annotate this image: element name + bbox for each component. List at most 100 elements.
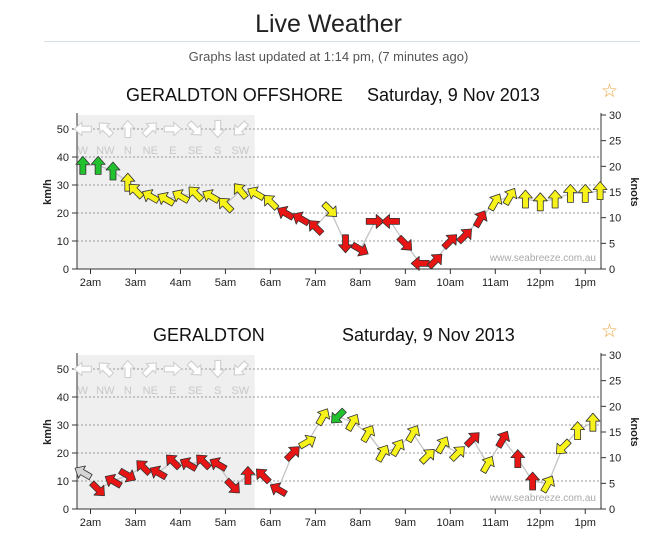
x-tick-label: 3am — [125, 517, 146, 529]
x-tick-label: 6am — [260, 277, 281, 289]
compass-label: N — [124, 385, 132, 397]
station-name[interactable]: GERALDTON OFFSHORE — [126, 85, 343, 105]
y-tick-label: 50 — [57, 124, 69, 136]
x-tick-label: 9am — [395, 517, 416, 529]
wind-arrow-icon — [463, 432, 480, 448]
wind-arrow-icon — [360, 425, 375, 444]
x-tick-label: 9am — [395, 277, 416, 289]
wind-arrow-icon — [510, 449, 526, 468]
compass-arrow-icon — [73, 121, 92, 137]
y-tick-label: 10 — [57, 476, 69, 488]
station-date: Saturday, 9 Nov 2013 — [367, 85, 540, 105]
wind-arrow-icon — [563, 184, 578, 203]
y2-tick-label: 0 — [609, 504, 615, 516]
wind-arrow-icon — [196, 454, 212, 471]
x-tick-label: 7am — [305, 277, 326, 289]
y2-tick-label: 30 — [609, 110, 621, 122]
wind-arrow-icon — [556, 438, 572, 455]
y2-tick-label: 0 — [609, 264, 615, 276]
wind-arrow-icon — [157, 192, 176, 207]
wind-arrow-icon — [331, 407, 347, 424]
compass-arrow-icon — [141, 362, 157, 378]
wind-arrow-icon — [390, 439, 405, 458]
compass-label: E — [169, 385, 176, 397]
wind-arrow-icon — [255, 468, 272, 485]
wind-arrow-icon — [298, 434, 316, 450]
wind-arrow-icon — [277, 206, 295, 221]
wind-chart: 0 10 20 30 40 50 0 5 10 15 20 25 30 2am 3am 4am 5am 6am 7a… — [42, 350, 640, 529]
wind-chart: 0 10 20 30 40 50 0 5 10 15 20 25 30 2am 3am 4am 5am 6am 7a… — [42, 110, 640, 289]
wind-arrow-icon — [172, 189, 191, 204]
wind-arrow-icon — [375, 444, 390, 463]
wind-arrow-icon — [345, 414, 360, 432]
wind-arrow-icon — [218, 197, 235, 214]
credit-label: www.seabreeze.com.au — [489, 253, 596, 264]
wind-arrow-icon — [118, 467, 137, 483]
y2-tick-label: 10 — [609, 453, 621, 465]
wind-arrow-icon — [547, 189, 563, 209]
wind-arrow-icon — [74, 465, 93, 481]
wind-arrow-icon — [577, 184, 593, 203]
compass-label: SE — [188, 145, 203, 157]
x-tick-label: 7am — [305, 517, 326, 529]
wind-arrow-icon — [90, 156, 106, 175]
compass-label: SW — [231, 385, 249, 397]
compass-label: SE — [188, 385, 203, 397]
star-icon[interactable]: ☆ — [601, 321, 619, 342]
y-tick-label: 40 — [57, 392, 69, 404]
wind-arrow-icon — [410, 255, 430, 271]
wind-arrow-icon — [166, 454, 182, 471]
wind-arrow-icon — [269, 482, 288, 497]
station-date: Saturday, 9 Nov 2013 — [342, 325, 515, 345]
x-tick-label: 11am — [482, 517, 509, 529]
wind-arrow-icon — [480, 456, 495, 474]
x-tick-label: 5am — [215, 277, 236, 289]
wind-arrow-icon — [495, 430, 510, 449]
wind-arrow-icon — [233, 183, 249, 200]
x-tick-label: 6am — [260, 517, 281, 529]
compass-arrow-icon — [209, 119, 226, 139]
y-tick-label: 20 — [57, 448, 69, 460]
y-axis-title: km/h — [42, 179, 54, 205]
wind-arrow-icon — [350, 241, 369, 257]
wind-arrow-icon — [338, 234, 353, 254]
wind-arrow-icon — [104, 474, 123, 489]
compass-label: SW — [231, 145, 249, 157]
wind-arrow-icon — [570, 421, 586, 440]
compass-label: W — [78, 145, 89, 157]
wind-arrow-icon — [105, 161, 121, 181]
star-icon[interactable]: ☆ — [601, 81, 619, 102]
y2-tick-label: 15 — [609, 427, 621, 439]
wind-arrow-icon — [247, 186, 266, 201]
wind-arrow-icon — [405, 425, 420, 444]
compass-arrow-icon — [73, 361, 92, 377]
compass-label: NE — [143, 385, 158, 397]
compass-arrow-icon — [163, 361, 183, 377]
compass-arrow-icon — [163, 121, 183, 137]
y2-tick-label: 25 — [609, 376, 621, 388]
wind-arrow-icon — [89, 480, 105, 497]
compass-arrow-icon — [233, 360, 250, 376]
wind-arrow-icon — [149, 465, 168, 481]
y-tick-label: 0 — [63, 504, 69, 516]
wind-arrow-icon — [585, 412, 601, 432]
y2-tick-label: 15 — [609, 187, 621, 199]
station-name[interactable]: GERALDTON — [153, 325, 265, 345]
wind-arrow-icon — [365, 214, 385, 229]
wind-arrow-icon — [518, 189, 533, 209]
x-tick-label: 3am — [125, 277, 146, 289]
wind-arrow-icon — [396, 234, 413, 251]
compass-label: NE — [143, 145, 158, 157]
night-shading — [77, 115, 255, 269]
wind-arrow-icon — [381, 214, 400, 229]
compass-arrow-icon — [98, 362, 115, 378]
wind-arrow-icon — [426, 253, 443, 270]
title-divider — [44, 41, 640, 42]
wind-arrow-icon — [179, 457, 198, 472]
wind-arrow-icon — [128, 183, 145, 200]
wind-arrow-icon — [292, 211, 311, 227]
x-tick-label: 1pm — [575, 517, 596, 529]
wind-arrow-icon — [456, 228, 472, 245]
x-tick-label: 12pm — [527, 517, 555, 529]
x-tick-label: 4am — [170, 277, 191, 289]
